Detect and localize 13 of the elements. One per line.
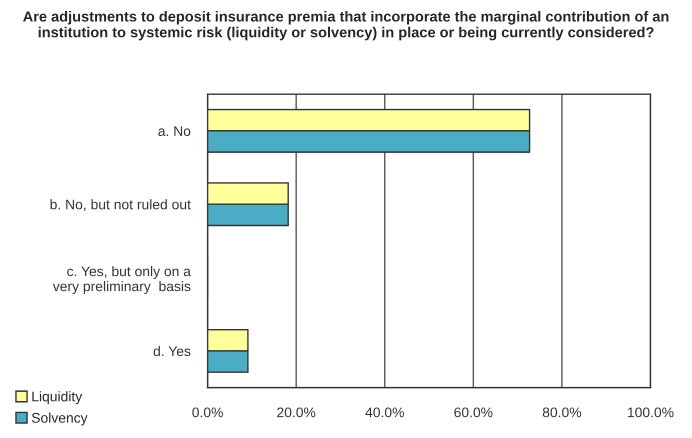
- x-tick-label: 40.0%: [365, 407, 404, 418]
- x-tick-label: 80.0%: [542, 407, 582, 418]
- x-tick-label: 60.0%: [454, 407, 493, 418]
- x-tick-label: 20.0%: [277, 407, 316, 418]
- chart-title: Are adjustments to deposit insurance premia that incorporate the marginal contribution of an institution to systemic risk (liquidity or solvency) in place or being currently considered?: [23, 10, 668, 40]
- y-tick-label: a. No: [158, 126, 190, 136]
- y-tick-label: d. Yes: [154, 346, 190, 356]
- x-tick-label: 100.0%: [628, 407, 674, 418]
- x-tick-label: 0.0%: [192, 407, 223, 418]
- y-tick-label: b. No, but not ruled out: [50, 199, 191, 212]
- legend-label: Liquidity: [32, 391, 82, 404]
- y-tick-label: c. Yes, but only on a very preliminary basis: [52, 266, 191, 294]
- legend-label: Solvency: [32, 412, 88, 426]
